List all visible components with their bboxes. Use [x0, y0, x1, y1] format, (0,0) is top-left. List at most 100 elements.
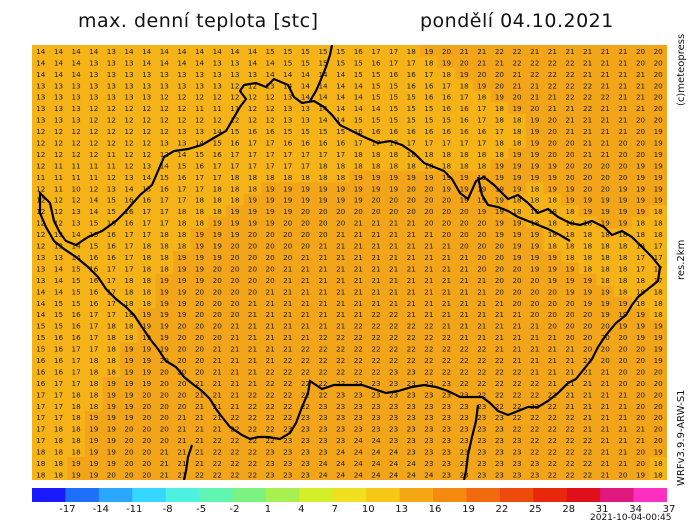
- temperature-value: 19: [89, 470, 99, 479]
- temperature-value: 19: [548, 173, 558, 182]
- map-cell: [243, 457, 262, 470]
- temperature-value: 23: [389, 436, 398, 445]
- map-date: pondělí 04.10.2021: [420, 10, 614, 32]
- map-cell: [420, 182, 439, 195]
- map-cell: [120, 457, 139, 470]
- map-cell: [596, 125, 615, 138]
- temperature-value: 20: [177, 322, 187, 331]
- map-cell: [173, 445, 192, 458]
- temperature-value: 19: [107, 402, 117, 411]
- map-cell: [226, 319, 245, 332]
- temperature-value: 13: [107, 70, 116, 79]
- map-cell: [190, 216, 209, 229]
- map-cell: [561, 205, 580, 218]
- temperature-value: 19: [107, 379, 117, 388]
- map-cell: [331, 79, 350, 92]
- map-cell: [543, 251, 562, 263]
- map-cell: [137, 45, 156, 57]
- temperature-value: 22: [424, 356, 433, 365]
- temperature-cells: [32, 45, 667, 480]
- map-cell: [649, 468, 667, 480]
- temperature-value: 21: [177, 436, 186, 445]
- temperature-value: 22: [530, 413, 539, 422]
- temperature-value: 21: [195, 448, 204, 457]
- temperature-value: 14: [301, 70, 311, 79]
- temperature-value: 16: [389, 127, 399, 136]
- temperature-value: 20: [318, 207, 328, 216]
- temperature-value: 20: [583, 161, 593, 170]
- map-cell: [455, 388, 474, 401]
- temperature-value: 18: [89, 367, 99, 376]
- map-cell: [155, 251, 174, 263]
- map-cell: [490, 67, 509, 80]
- temperature-value: 12: [142, 150, 151, 159]
- temperature-value: 20: [565, 322, 575, 331]
- temperature-value: 17: [107, 264, 116, 273]
- map-cell: [296, 434, 315, 447]
- color-scale-label: -8: [162, 504, 173, 515]
- temperature-value: 21: [618, 127, 627, 136]
- map-cell: [490, 285, 509, 298]
- map-cell: [296, 148, 315, 160]
- map-cell: [226, 205, 245, 218]
- map-cell: [102, 262, 121, 275]
- temperature-value: 18: [460, 161, 470, 170]
- map-cell: [349, 228, 368, 241]
- map-cell: [649, 365, 667, 378]
- map-cell: [543, 182, 562, 195]
- temperature-value: 12: [54, 207, 63, 216]
- temperature-value: 19: [636, 333, 646, 342]
- temperature-value: 16: [160, 184, 170, 193]
- map-cell: [49, 468, 68, 480]
- map-cell: [437, 457, 456, 470]
- temperature-value: 20: [142, 459, 152, 468]
- river-line: [182, 444, 194, 480]
- temperature-value: 19: [177, 264, 187, 273]
- map-cell: [32, 308, 51, 321]
- temperature-value: 20: [618, 470, 628, 479]
- temperature-value: 21: [601, 104, 610, 113]
- temperature-value: 23: [495, 436, 504, 445]
- temperature-value: 15: [371, 116, 380, 125]
- temperature-value: 23: [495, 459, 504, 468]
- temperature-value: 18: [583, 253, 593, 262]
- map-cell: [208, 45, 227, 57]
- map-cell: [349, 457, 368, 470]
- temperature-value: 21: [565, 345, 574, 354]
- map-cell: [578, 342, 597, 355]
- temperature-value: 21: [407, 242, 416, 251]
- map-cell: [631, 376, 650, 389]
- temperature-value: 22: [371, 322, 380, 331]
- map-cell: [490, 296, 509, 309]
- map-cell: [367, 239, 386, 252]
- map-cell: [437, 67, 456, 80]
- temperature-value: 22: [565, 81, 574, 90]
- map-cell: [649, 45, 667, 57]
- map-cell: [402, 354, 421, 367]
- map-cell: [614, 342, 633, 355]
- temperature-value: 19: [177, 310, 187, 319]
- temperature-value: 16: [142, 196, 152, 205]
- map-cell: [437, 411, 456, 424]
- map-cell: [472, 228, 492, 241]
- copyright-label: (c)meteopress: [676, 33, 687, 106]
- temperature-value: 13: [177, 70, 186, 79]
- temperature-value: 21: [495, 58, 504, 67]
- temperature-value: 12: [72, 127, 81, 136]
- temperature-value: 14: [36, 58, 46, 67]
- temperature-value: 20: [654, 379, 664, 388]
- temperature-value: 22: [512, 413, 521, 422]
- map-cell: [472, 376, 492, 389]
- map-cell: [578, 239, 597, 252]
- map-cell: [155, 399, 174, 412]
- temperature-value: 18: [601, 230, 611, 239]
- map-cell: [614, 90, 633, 103]
- map-cell: [402, 411, 421, 424]
- map-cell: [508, 296, 527, 309]
- temperature-value: 22: [565, 470, 574, 479]
- map-cell: [367, 422, 386, 435]
- temperature-value: 21: [283, 299, 292, 308]
- map-cell: [402, 273, 421, 286]
- map-cell: [525, 331, 545, 344]
- temperature-value: 22: [389, 333, 398, 342]
